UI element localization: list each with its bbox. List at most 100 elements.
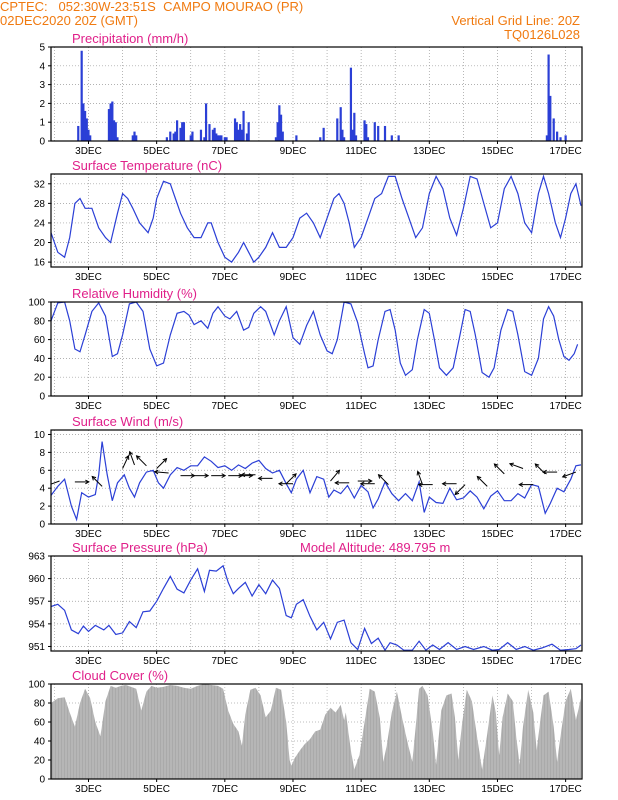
x-tick-label: 5DEC xyxy=(143,529,170,540)
plot-area-temp xyxy=(51,174,582,264)
x-tick-label: 11DEC xyxy=(345,146,377,157)
wind-arrow-shaft xyxy=(476,476,488,487)
panel-title: Cloud Cover (%) xyxy=(72,668,168,683)
precip-bar xyxy=(176,120,179,141)
x-tick-label: 7DEC xyxy=(211,784,238,795)
precip-bar xyxy=(114,122,117,141)
precip-bar xyxy=(80,50,83,141)
x-tick-label: 9DEC xyxy=(280,146,307,157)
panel-title: Surface Temperature (nC) xyxy=(72,158,222,173)
precip-bar xyxy=(239,124,242,141)
wind-arrow-shaft xyxy=(154,471,169,474)
x-tick-label: 9DEC xyxy=(280,529,307,540)
x-tick-label: 9DEC xyxy=(280,272,307,283)
y-tick-label: 60 xyxy=(34,335,46,346)
wind-arrow-head xyxy=(417,482,423,487)
precip-bar xyxy=(365,124,368,141)
wind-arrow-head xyxy=(377,473,383,479)
y-tick-label: 957 xyxy=(28,597,45,608)
wind-arrow-shaft xyxy=(509,463,524,469)
precip-bar xyxy=(341,129,344,141)
precip-bar xyxy=(82,103,85,141)
wind-arrow xyxy=(91,475,103,487)
wind-arrow xyxy=(194,473,210,479)
x-tick-label: 15DEC xyxy=(481,656,513,667)
panel-pres: 951 954 957 960 963 3DEC 5DEC 7DEC 9DEC 11DEC 13DE… xyxy=(28,540,583,667)
wind-arrow xyxy=(493,463,505,475)
precip-bar xyxy=(133,131,136,141)
precip-bar xyxy=(366,137,370,141)
panel-annotation: Model Altitude: 489.795 m xyxy=(300,540,450,555)
y-tick-label: 2 xyxy=(39,99,45,110)
y-tick-label: 100 xyxy=(28,298,45,309)
panel-frame xyxy=(50,555,583,652)
y-tick-label: 10 xyxy=(34,430,46,441)
precip-bar xyxy=(397,135,400,141)
wind-arrow xyxy=(377,473,389,485)
precip-bar xyxy=(276,122,279,141)
precip-bar xyxy=(218,135,221,141)
plot-area-wind xyxy=(46,441,582,522)
wind-arrow xyxy=(211,473,227,479)
precip-bar xyxy=(390,135,393,141)
precip-bar xyxy=(343,137,346,141)
precip-bar xyxy=(85,118,88,141)
wind-arrow-head xyxy=(153,469,159,475)
header-code: TQ0126L028 xyxy=(504,27,580,42)
y-tick-label: 100 xyxy=(28,680,45,691)
precip-bar xyxy=(135,135,138,141)
wind-arrow xyxy=(46,480,60,487)
wind-arrow-shaft xyxy=(156,458,167,469)
precip-bar xyxy=(242,110,245,141)
precip-bar xyxy=(83,110,87,141)
y-tick-label: 2 xyxy=(39,502,45,513)
y-tick-label: 8 xyxy=(39,448,45,459)
wind-arrow xyxy=(257,475,273,481)
wind-arrow-head xyxy=(221,473,227,479)
wind-arrow-head xyxy=(204,473,210,479)
wind-arrow-shaft xyxy=(91,476,103,487)
y-tick-label: 20 xyxy=(34,756,46,767)
x-tick-label: 11DEC xyxy=(345,529,377,540)
x-tick-label: 15DEC xyxy=(481,529,513,540)
precip-bar xyxy=(351,129,354,141)
y-tick-label: 5 xyxy=(39,43,45,54)
precip-bar xyxy=(377,125,380,141)
panel-title: Surface Wind (m/s) xyxy=(72,414,183,429)
x-tick-label: 9DEC xyxy=(280,401,307,412)
wind-arrow xyxy=(128,450,135,466)
x-tick-label: 15DEC xyxy=(481,401,513,412)
precip-bar xyxy=(213,127,216,141)
wind-arrow-head xyxy=(128,450,134,456)
panel-title: Relative Humidity (%) xyxy=(72,286,197,301)
x-tick-label: 11DEC xyxy=(345,401,377,412)
wind-arrow xyxy=(277,481,293,487)
precip-bar xyxy=(274,137,278,141)
wind-arrow-head xyxy=(85,479,90,485)
wind-arrow xyxy=(135,455,147,467)
x-tick-label: 11DEC xyxy=(345,656,377,667)
wind-arrow xyxy=(330,469,341,482)
temp-series-line xyxy=(51,174,582,264)
wind-arrow-head xyxy=(454,490,460,496)
x-tick-label: 17DEC xyxy=(550,146,582,157)
header-coords: 052:30W-23:51S xyxy=(58,0,156,14)
x-tick-label: 17DEC xyxy=(550,656,582,667)
precip-bar xyxy=(169,131,172,141)
wind-arrow xyxy=(74,479,90,485)
y-tick-label: 32 xyxy=(34,179,46,190)
precip-bar xyxy=(131,135,134,141)
x-tick-label: 17DEC xyxy=(550,272,582,283)
wind-arrow-head xyxy=(46,483,50,487)
y-tick-label: 80 xyxy=(34,316,46,327)
x-tick-label: 3DEC xyxy=(75,784,102,795)
x-tick-label: 13DEC xyxy=(413,146,445,157)
wind-arrow xyxy=(508,462,524,469)
wind-arrow-shaft xyxy=(378,474,389,485)
header-grid-note: Vertical Grid Line: 20Z xyxy=(451,13,580,28)
x-tick-label: 7DEC xyxy=(211,272,238,283)
x-tick-label: 17DEC xyxy=(550,401,582,412)
y-tick-label: 28 xyxy=(34,199,46,210)
wind-arrow-head xyxy=(124,454,130,460)
